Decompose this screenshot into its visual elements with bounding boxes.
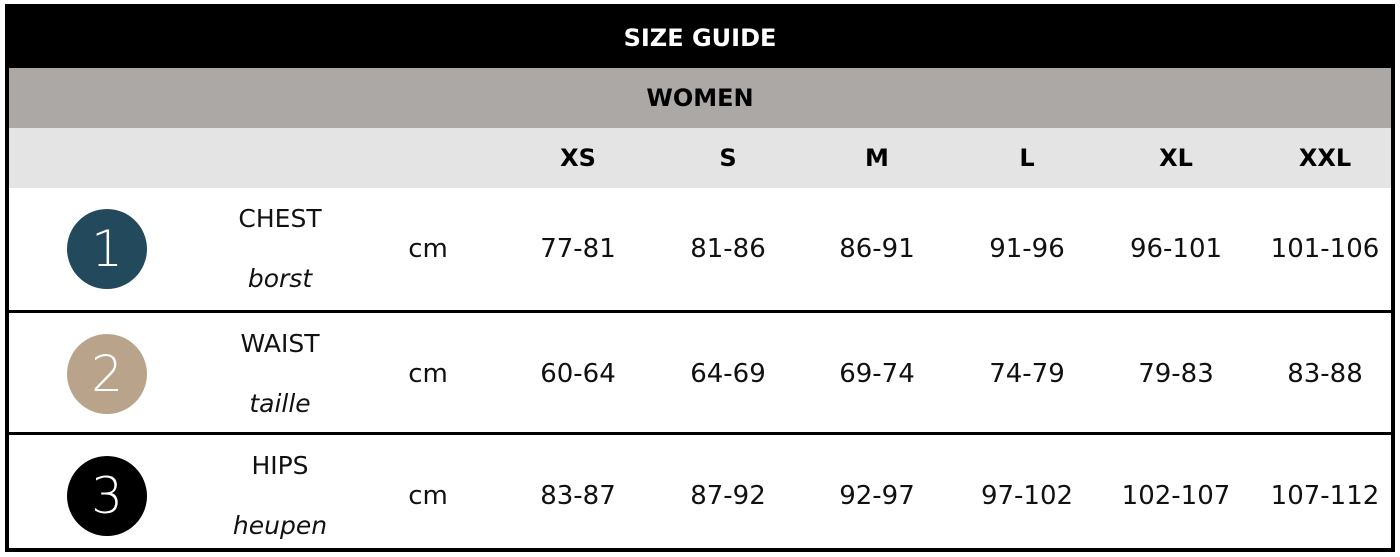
- measurement-value: 86-91: [839, 234, 915, 264]
- measurement-value: 102-107: [1121, 481, 1231, 511]
- size-guide-table: SIZE GUIDE WOMEN XS S M L XL XXL 1 CHEST bors…: [5, 4, 1395, 552]
- number-circle-icon: 3: [67, 456, 147, 536]
- size-header-m: M: [865, 144, 889, 172]
- measurement-value: 64-69: [690, 359, 766, 389]
- measurement-value: 77-81: [540, 234, 616, 264]
- table-title: SIZE GUIDE: [9, 8, 1391, 68]
- measurement-translation: borst: [247, 264, 313, 293]
- measurement-value: 91-96: [989, 234, 1065, 264]
- measurement-value: 87-92: [690, 481, 766, 511]
- number-circle-icon: 1: [67, 209, 147, 289]
- table-row-chest: 1 CHEST borst cm 77-81 81-86 86-91 91-96 96-1…: [9, 188, 1391, 310]
- measurement-value: 96-101: [1129, 234, 1223, 264]
- size-header-xxl: XXL: [1298, 144, 1352, 172]
- size-header-row: XS S M L XL XXL: [9, 128, 1391, 188]
- unit-label: cm: [408, 359, 448, 389]
- measurement-name: HIPS: [251, 451, 309, 480]
- measurement-name: CHEST: [238, 204, 322, 233]
- category-header: WOMEN: [9, 68, 1391, 128]
- unit-label: cm: [408, 234, 448, 264]
- measurement-value: 92-97: [839, 481, 915, 511]
- measurement-translation: taille: [249, 389, 311, 418]
- measurement-value: 60-64: [540, 359, 616, 389]
- measurement-value: 97-102: [980, 481, 1074, 511]
- table-row-hips: 3 HIPS heupen cm 83-87 87-92 92-97 97-102 102…: [9, 432, 1391, 557]
- number-circle-icon: 2: [67, 334, 147, 414]
- measurement-value: 83-88: [1287, 359, 1363, 389]
- measurement-translation: heupen: [232, 511, 328, 540]
- measurement-name: WAIST: [240, 329, 320, 358]
- measurement-value: 101-106: [1270, 234, 1380, 264]
- measurement-value: 69-74: [839, 359, 915, 389]
- measurement-value: 74-79: [989, 359, 1065, 389]
- table-row-waist: 2 WAIST taille cm 60-64 64-69 69-74 74-79 79-…: [9, 310, 1391, 435]
- measurement-value: 79-83: [1138, 359, 1214, 389]
- size-header-s: S: [719, 144, 737, 172]
- measurement-value: 81-86: [690, 234, 766, 264]
- size-header-l: L: [1019, 144, 1035, 172]
- size-header-xl: XL: [1159, 144, 1193, 172]
- measurement-value: 107-112: [1270, 481, 1380, 511]
- measurement-value: 83-87: [540, 481, 616, 511]
- size-header-xs: XS: [560, 144, 596, 172]
- unit-label: cm: [408, 481, 448, 511]
